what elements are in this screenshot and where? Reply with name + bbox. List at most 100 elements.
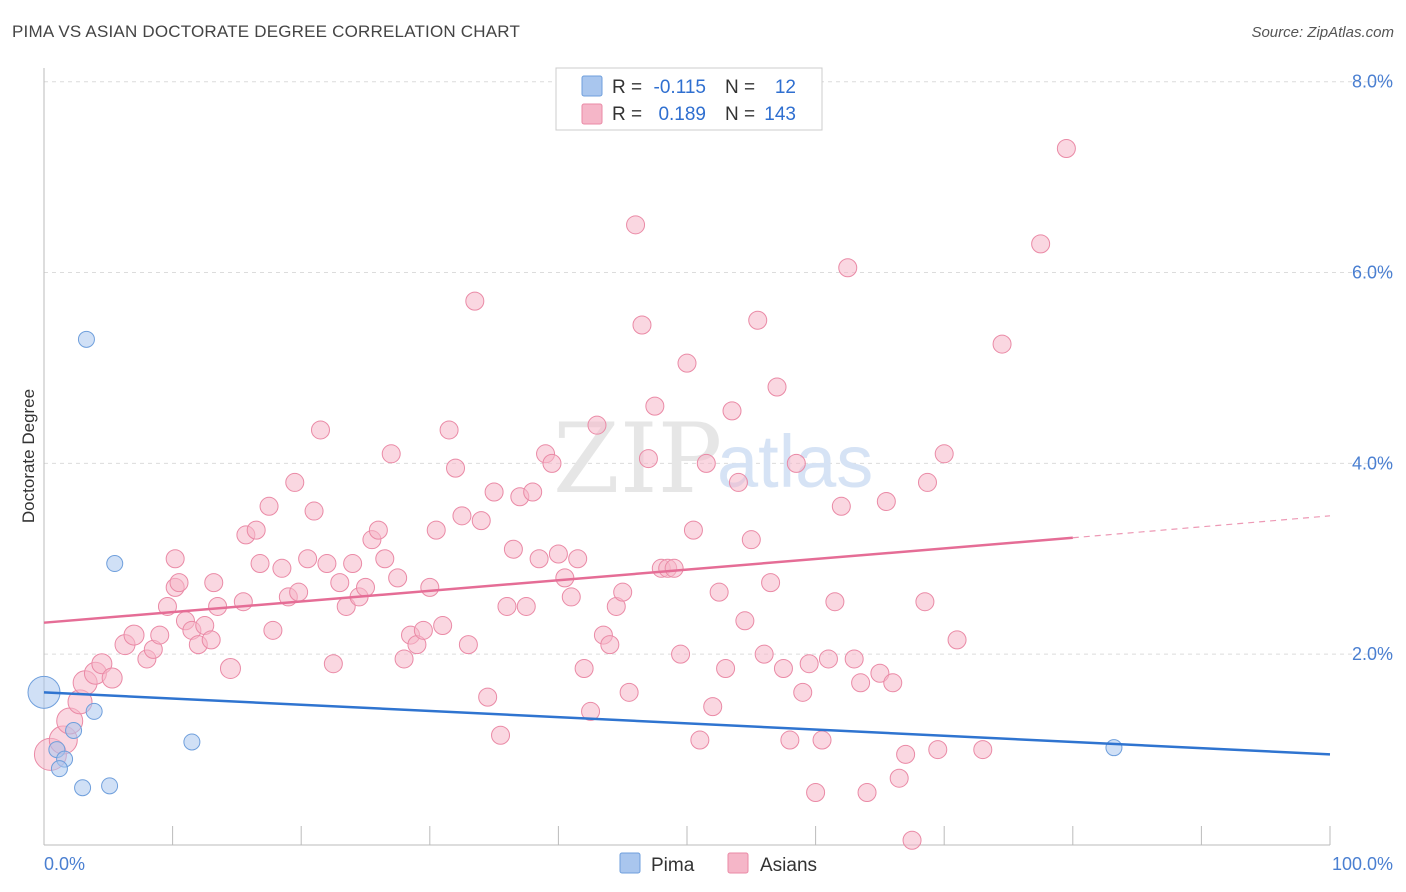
asians-point bbox=[773, 658, 793, 678]
legend-r-label-asians: R = bbox=[612, 104, 642, 125]
asians-point bbox=[388, 568, 408, 588]
asians-point bbox=[728, 472, 748, 492]
asians-point bbox=[632, 315, 652, 335]
legend: R = -0.115 N = 12 R = 0.189 N = 143 bbox=[555, 67, 823, 131]
asians-point bbox=[343, 554, 363, 574]
asians-point bbox=[613, 582, 633, 602]
asians-point bbox=[992, 334, 1012, 354]
asians-point bbox=[310, 420, 330, 440]
asians-point bbox=[201, 630, 221, 650]
asians-point bbox=[735, 611, 755, 631]
asians-point bbox=[165, 549, 185, 569]
asians-point bbox=[587, 415, 607, 435]
asians-point bbox=[690, 730, 710, 750]
pima-point bbox=[50, 760, 68, 778]
legend-n-label-pima: N = bbox=[725, 77, 755, 98]
asians-point bbox=[741, 530, 761, 550]
asians-point bbox=[446, 458, 466, 478]
asians-point bbox=[696, 453, 716, 473]
x-tick-marks bbox=[43, 826, 1331, 845]
asians-point bbox=[263, 620, 283, 640]
asians-point bbox=[426, 520, 446, 540]
asians-point bbox=[471, 511, 491, 531]
asians-point bbox=[381, 444, 401, 464]
bottom-legend-swatch-asians bbox=[727, 852, 749, 874]
pima-point bbox=[1105, 739, 1123, 757]
asians-point bbox=[876, 492, 896, 512]
legend-swatch-pima bbox=[581, 75, 603, 97]
asians-point bbox=[754, 644, 774, 664]
asians-point bbox=[664, 558, 684, 578]
asians-point bbox=[503, 539, 523, 559]
asians-point bbox=[709, 582, 729, 602]
asians-point bbox=[748, 310, 768, 330]
asians-point bbox=[600, 635, 620, 655]
asians-point bbox=[484, 482, 504, 502]
asians-point bbox=[889, 768, 909, 788]
asians-point bbox=[902, 830, 922, 850]
asians-point bbox=[574, 658, 594, 678]
asians-point bbox=[123, 624, 145, 646]
asians-point bbox=[548, 544, 568, 564]
y-tick-labels: 2.0% 4.0% 6.0% 8.0% bbox=[1352, 72, 1393, 664]
pima-point bbox=[77, 330, 95, 348]
asians-point bbox=[883, 673, 903, 693]
pima-trend-line bbox=[43, 691, 1331, 756]
legend-swatch-asians bbox=[581, 103, 603, 125]
asians-point bbox=[304, 501, 324, 521]
legend-n-label-asians: N = bbox=[725, 104, 755, 125]
asians-point bbox=[934, 444, 954, 464]
asians-point bbox=[1031, 234, 1051, 254]
asians-point bbox=[375, 549, 395, 569]
asians-point bbox=[289, 582, 309, 602]
legend-r-label-pima: R = bbox=[612, 77, 642, 98]
legend-n-value-asians: 143 bbox=[764, 104, 796, 125]
asians-point bbox=[259, 496, 279, 516]
asians-point bbox=[330, 573, 350, 593]
pima-point bbox=[101, 777, 119, 795]
asians-point bbox=[219, 657, 241, 679]
grid-lines bbox=[44, 81, 1393, 655]
pima-point bbox=[106, 555, 124, 573]
asians-point bbox=[683, 520, 703, 540]
asians-point bbox=[542, 453, 562, 473]
y-tick-label: 4.0% bbox=[1352, 453, 1393, 473]
asians-point bbox=[917, 472, 937, 492]
asians-point bbox=[368, 520, 388, 540]
bottom-legend-label-asians: Asians bbox=[760, 855, 817, 876]
asians-point bbox=[523, 482, 543, 502]
source-label: Source: ZipAtlas.com bbox=[1251, 24, 1394, 41]
asians-point bbox=[169, 573, 189, 593]
asians-trend-extension bbox=[1072, 515, 1331, 539]
asians-point bbox=[716, 658, 736, 678]
y-axis-label: Doctorate Degree bbox=[19, 389, 38, 523]
asians-point bbox=[150, 625, 170, 645]
asians-point bbox=[581, 701, 601, 721]
asians-point bbox=[323, 654, 343, 674]
asians-point bbox=[561, 587, 581, 607]
asians-point bbox=[555, 568, 575, 588]
asians-point bbox=[246, 520, 266, 540]
asians-point bbox=[767, 377, 787, 397]
asians-point bbox=[356, 577, 375, 597]
asians-point bbox=[458, 635, 478, 655]
asians-point bbox=[413, 620, 433, 640]
asians-point bbox=[433, 616, 453, 636]
legend-n-value-pima: 12 bbox=[775, 77, 796, 98]
asians-point bbox=[1056, 138, 1076, 158]
x-tick-label-max: 100.0% bbox=[1332, 854, 1393, 874]
asians-point bbox=[298, 549, 318, 569]
asians-points bbox=[33, 138, 1076, 850]
asians-point bbox=[420, 577, 440, 597]
asians-point bbox=[825, 592, 845, 612]
asians-point bbox=[844, 649, 864, 669]
asians-point bbox=[619, 682, 639, 702]
asians-point bbox=[761, 573, 781, 593]
asians-point bbox=[626, 215, 646, 235]
asians-point bbox=[793, 682, 813, 702]
y-tick-label: 6.0% bbox=[1352, 263, 1393, 283]
asians-point bbox=[947, 630, 967, 650]
asians-point bbox=[818, 649, 838, 669]
watermark-zip: ZIP bbox=[553, 403, 722, 515]
